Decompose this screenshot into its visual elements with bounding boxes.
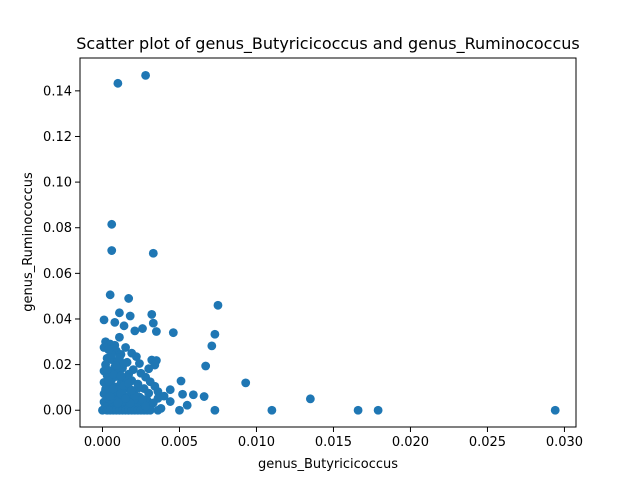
x-axis-ticks: 0.000 0.005 0.010 0.015 0.020 0.025 0.030: [84, 427, 583, 450]
x-tick-label: 0.005: [161, 435, 198, 450]
x-axis-label: genus_Butyricicoccus: [258, 457, 398, 472]
y-axis-ticks: 0.00 0.02 0.04 0.06 0.08 0.10 0.12 0.14: [43, 84, 80, 419]
scatter-point: [199, 392, 209, 401]
scatter-point: [188, 390, 198, 400]
scatter-point: [153, 387, 163, 396]
scatter-point: [373, 405, 383, 415]
scatter-point: [105, 391, 115, 401]
scatter-point: [124, 294, 134, 303]
scatter-point: [176, 376, 186, 386]
scatter-point: [267, 405, 277, 415]
y-tick-label: 0.12: [43, 130, 72, 145]
x-tick-label: 0.000: [84, 435, 121, 450]
scatter-point: [153, 405, 163, 415]
scatter-point: [175, 405, 184, 415]
scatter-point: [119, 359, 129, 368]
scatter-point: [105, 290, 115, 300]
plot-frame: [79, 57, 577, 428]
x-tick-label: 0.015: [315, 435, 352, 450]
scatter-point: [165, 385, 175, 395]
data-points: [98, 70, 560, 415]
y-tick-label: 0.00: [43, 404, 72, 419]
scatter-point: [241, 378, 251, 388]
scatter-point: [113, 398, 123, 408]
scatter-point: [141, 401, 151, 411]
y-tick-label: 0.10: [43, 176, 72, 191]
x-tick-label: 0.020: [392, 435, 429, 450]
scatter-point: [121, 343, 130, 352]
scatter-point: [213, 300, 223, 310]
scatter-point: [144, 364, 154, 374]
scatter-point: [107, 246, 117, 255]
scatter-point: [124, 378, 134, 388]
scatter-point: [113, 78, 123, 88]
scatter-point: [210, 405, 220, 415]
y-tick-label: 0.02: [43, 358, 72, 373]
scatter-point: [305, 394, 315, 404]
scatter-point: [102, 365, 112, 375]
scatter-point: [201, 361, 211, 371]
scatter-point: [104, 345, 114, 355]
y-tick-label: 0.04: [43, 312, 72, 327]
scatter-point: [151, 327, 161, 336]
x-tick-label: 0.025: [469, 435, 506, 450]
plot-area: [80, 58, 576, 427]
scatter-point: [115, 332, 124, 342]
scatter-point: [111, 361, 121, 370]
scatter-point: [147, 310, 157, 319]
scatter-point: [130, 326, 140, 336]
scatter-point: [138, 394, 147, 404]
scatter-point: [125, 311, 135, 321]
scatter-point: [135, 359, 144, 368]
scatter-point: [107, 219, 117, 229]
scatter-point: [182, 400, 192, 410]
scatter-point: [121, 393, 130, 403]
chart-title: Scatter plot of genus_Butyricicoccus and…: [76, 34, 580, 54]
scatter-point: [148, 318, 158, 328]
scatter-point: [108, 369, 118, 379]
scatter-point: [141, 70, 151, 80]
scatter-point: [138, 324, 147, 333]
scatter-point: [168, 328, 178, 338]
scatter-point: [116, 371, 126, 381]
y-tick-label: 0.14: [43, 84, 72, 99]
scatter-point: [99, 315, 109, 325]
scatter-point: [207, 341, 217, 351]
scatter-point: [115, 308, 124, 318]
scatter-point: [148, 248, 158, 258]
scatter-point: [110, 318, 120, 327]
scatter-point: [165, 397, 175, 406]
scatter-point: [550, 405, 560, 415]
scatter-point: [108, 384, 118, 394]
scatter-point: [353, 405, 363, 415]
scatter-point: [131, 352, 141, 362]
y-axis-label: genus_Ruminococcus: [21, 172, 36, 312]
y-tick-label: 0.08: [43, 221, 72, 236]
y-tick-label: 0.06: [43, 267, 72, 282]
scatter-point: [119, 321, 129, 331]
x-tick-label: 0.030: [546, 435, 583, 450]
scatter-point: [178, 389, 187, 399]
scatter-point: [104, 376, 114, 386]
scatter-point: [144, 388, 154, 398]
x-tick-label: 0.010: [238, 435, 275, 450]
scatter-point: [210, 329, 220, 339]
scatter-point: [127, 385, 137, 395]
